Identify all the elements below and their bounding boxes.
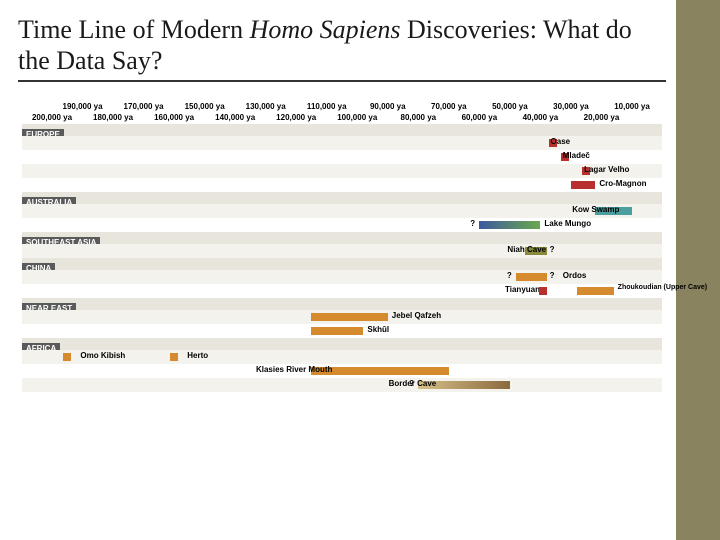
uncertainty-marker: ? [470, 219, 475, 228]
axis-label: 30,000 ya [553, 102, 589, 111]
axis-row: 190,000 ya 170,000 ya 150,000 ya 130,000 ya… [22, 102, 662, 113]
data-row: Kow Swamp [22, 204, 662, 218]
title-text-1: Time Line of Modern [18, 15, 250, 44]
title-italic: Homo Sapiens [250, 15, 401, 44]
axis-label: 120,000 ya [276, 113, 316, 122]
data-row: ? Niah Cave [22, 244, 662, 258]
page-title: Time Line of Modern Homo Sapiens Discove… [18, 14, 666, 76]
bar-label: Kow Swamp [572, 205, 619, 214]
axis-label: 170,000 ya [124, 102, 164, 111]
data-row: Mladeč [22, 150, 662, 164]
timeline-bar [577, 287, 614, 295]
timeline-gradient-bar [479, 221, 540, 229]
bar-label: Cro-Magnon [599, 179, 646, 188]
bar-label: Ordos [563, 271, 587, 280]
data-row: Lagar Velho [22, 164, 662, 178]
axis-label: 190,000 ya [62, 102, 102, 111]
axis-label: 200,000 ya [32, 113, 72, 122]
slide-content: Time Line of Modern Homo Sapiens Discove… [0, 0, 676, 540]
data-row: ? Lake Mungo [22, 218, 662, 232]
data-row: Skhūl [22, 324, 662, 338]
bar-label: Herto [187, 351, 208, 360]
timeline-bar [311, 327, 363, 335]
axis-label: 130,000 ya [246, 102, 286, 111]
axis-label: 100,000 ya [337, 113, 377, 122]
axis-label: 10,000 ya [614, 102, 650, 111]
axis-label: 70,000 ya [431, 102, 467, 111]
axis-label: 110,000 ya [307, 102, 347, 111]
axis-label: 150,000 ya [185, 102, 225, 111]
region-band: AUSTRALIA [22, 192, 662, 204]
axis-label: 80,000 ya [401, 113, 437, 122]
timeline-bar [311, 313, 387, 321]
axis-label: 60,000 ya [462, 113, 498, 122]
region-band: CHINA [22, 258, 662, 270]
data-row: Oase [22, 136, 662, 150]
timeline-marker [539, 287, 547, 295]
bar-label: Skhūl [367, 325, 389, 334]
timeline-bar [516, 273, 547, 281]
region-band: NEAR EAST [22, 298, 662, 310]
data-row: TianyuanZhoukoudian (Upper Cave) [22, 284, 662, 298]
axis-label: 160,000 ya [154, 113, 194, 122]
data-row: ?Border Cave [22, 378, 662, 392]
bar-label: Zhoukoudian (Upper Cave) [618, 284, 707, 291]
axis-label: 140,000 ya [215, 113, 255, 122]
data-row: Jebel Qafzeh [22, 310, 662, 324]
timeline-chart: 190,000 ya 170,000 ya 150,000 ya 130,000 ya… [22, 102, 662, 392]
timeline-marker [170, 353, 178, 361]
axis-label: 180,000 ya [93, 113, 133, 122]
bar-label: Niah Cave [507, 245, 546, 254]
bar-label: Lagar Velho [584, 165, 629, 174]
axis-label: 50,000 ya [492, 102, 528, 111]
data-row: Klasies River Mouth [22, 364, 662, 378]
axis-label: 20,000 ya [584, 113, 620, 122]
uncertainty-marker: ? [550, 245, 555, 254]
data-row: Omo Kibish Herto [22, 350, 662, 364]
axis-label: 40,000 ya [523, 113, 559, 122]
region-band: AFRICA [22, 338, 662, 350]
region-band: EUROPE [22, 124, 662, 136]
data-row: ?? Ordos [22, 270, 662, 284]
region-band: SOUTHEAST ASIA [22, 232, 662, 244]
bar-label: Mladeč [563, 151, 590, 160]
slide-sidebar [676, 0, 720, 540]
bar-label: Border Cave [389, 379, 437, 388]
timeline-bar [571, 181, 595, 189]
title-underline [18, 80, 666, 82]
bar-label: Tianyuan [505, 285, 540, 294]
bar-label: Oase [551, 137, 571, 146]
uncertainty-marker: ? [550, 271, 555, 280]
timeline-marker [63, 353, 71, 361]
data-row: Cro-Magnon [22, 178, 662, 192]
bar-label: Klasies River Mouth [256, 365, 332, 374]
bar-label: Lake Mungo [544, 219, 591, 228]
bar-label: Omo Kibish [80, 351, 125, 360]
bar-label: Jebel Qafzeh [392, 311, 441, 320]
uncertainty-marker: ? [507, 271, 512, 280]
axis-label: 90,000 ya [370, 102, 406, 111]
axis-row: 200,000 ya 180,000 ya 160,000 ya 140,000 ya… [22, 113, 662, 124]
